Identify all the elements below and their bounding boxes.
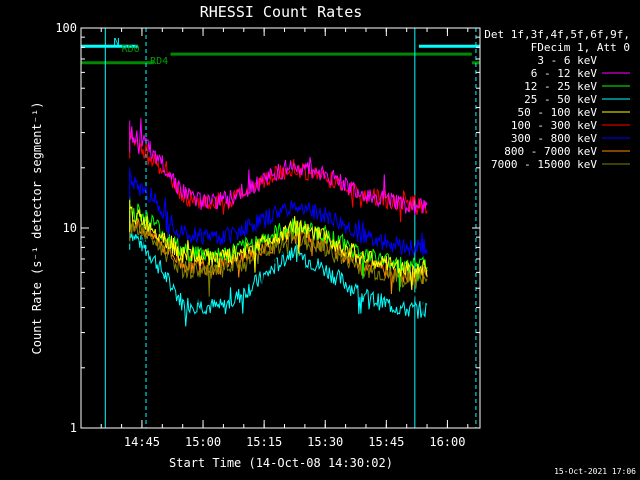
legend-entry-8: 7000 - 15000 keV	[491, 158, 597, 171]
series-line-5	[129, 131, 428, 223]
legend-entry-5: 100 - 300 keV	[511, 119, 597, 132]
x-tick-label-5: 16:00	[429, 435, 465, 449]
legend-header-0: Det 1f,3f,4f,5f,6f,9f,	[484, 28, 630, 41]
flag-annotation-0: N	[113, 37, 119, 48]
x-axis-label: Start Time (14-Oct-08 14:30:02)	[169, 456, 393, 470]
y-axis-label: Count Rate (s⁻¹ detector segment⁻¹)	[30, 102, 44, 355]
x-tick-label-3: 15:30	[307, 435, 343, 449]
flag-annotation-2: RD4	[150, 56, 168, 67]
series-line-0	[129, 220, 428, 316]
legend-entry-2: 12 - 25 keV	[524, 80, 597, 93]
x-tick-label-0: 14:45	[124, 435, 160, 449]
x-tick-label-4: 15:45	[368, 435, 404, 449]
footer-timestamp: 15-Oct-2021 17:06	[554, 467, 636, 476]
legend-entry-1: 6 - 12 keV	[531, 67, 598, 80]
chart-axes: 14:45 15:00 15:15 15:30 15:45 16:00 1 10 100	[55, 21, 480, 449]
legend-entry-6: 300 - 800 keV	[511, 132, 597, 145]
y-tick-label-0: 1	[70, 421, 77, 435]
series-line-6	[129, 170, 428, 256]
x-tick-label-1: 15:00	[185, 435, 221, 449]
series-line-4	[129, 206, 428, 291]
flag-annotation-1: RD0	[122, 44, 140, 55]
legend-entry-3: 25 - 50 keV	[524, 93, 597, 106]
series-line-3	[129, 229, 428, 327]
series-line-1	[129, 118, 428, 216]
y-tick-label-2: 100	[55, 21, 77, 35]
legend-entry-7: 800 - 7000 keV	[504, 145, 597, 158]
chart-title: RHESSI Count Rates	[200, 3, 363, 21]
legend-header-1: FDecim 1, Att 0	[531, 41, 630, 54]
chart-legend: Det 1f,3f,4f,5f,6f,9f,FDecim 1, Att 03 -…	[484, 28, 630, 171]
legend-entry-4: 50 - 100 keV	[518, 106, 598, 119]
y-tick-label-1: 10	[63, 221, 77, 235]
legend-entry-0: 3 - 6 keV	[537, 54, 597, 67]
x-tick-label-2: 15:15	[246, 435, 282, 449]
